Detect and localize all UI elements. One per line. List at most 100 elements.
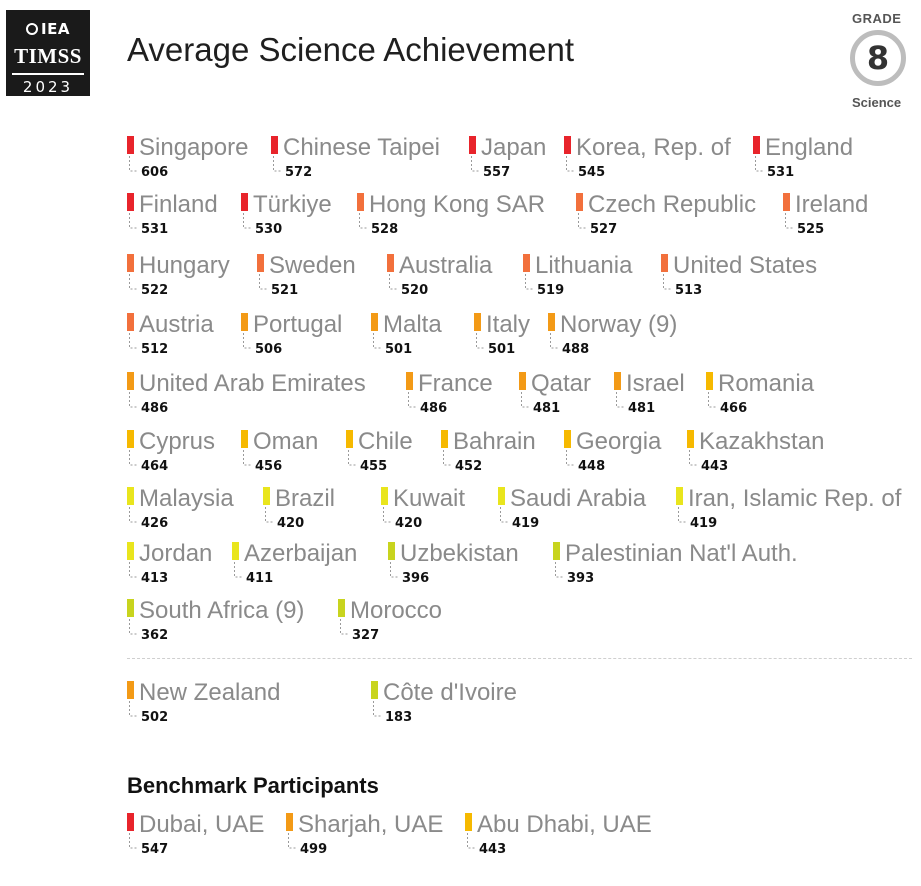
country-entry: Jordan 413 — [127, 540, 212, 586]
value-leader-line — [566, 450, 575, 466]
score-band-marker — [127, 193, 134, 211]
country-name: Austria — [139, 311, 214, 338]
score-value: 531 — [141, 222, 168, 237]
score-value: 420 — [277, 516, 304, 531]
country-name: Cyprus — [139, 428, 215, 455]
country-name: France — [418, 370, 493, 397]
country-name: Ireland — [795, 191, 868, 218]
value-leader-line — [129, 833, 138, 849]
country-entry: Italy 501 — [474, 311, 530, 357]
country-entry: Sweden 521 — [257, 252, 356, 298]
score-band-marker — [346, 430, 353, 448]
country-name: Dubai, UAE — [139, 811, 264, 838]
value-leader-line — [755, 156, 764, 172]
country-name: Jordan — [139, 540, 212, 567]
country-entry: Singapore 606 — [127, 134, 248, 180]
country-entry: Romania 466 — [706, 370, 815, 416]
score-band-marker — [388, 542, 395, 560]
score-band-marker — [661, 254, 668, 272]
score-band-marker — [127, 813, 134, 831]
score-band-marker — [441, 430, 448, 448]
country-name: Malaysia — [139, 485, 234, 512]
country-entry: Georgia 448 — [564, 428, 662, 474]
score-band-marker — [548, 313, 555, 331]
section-divider — [127, 658, 912, 659]
country-name: Hungary — [139, 252, 230, 279]
country-name: Morocco — [350, 597, 442, 624]
country-entry: Portugal 506 — [241, 311, 342, 357]
value-leader-line — [129, 274, 138, 290]
country-name: Australia — [399, 252, 493, 279]
iea-timss-logo: IEA TIMSS 2023 — [6, 10, 90, 96]
value-leader-line — [348, 450, 357, 466]
country-entry: Bahrain 452 — [441, 428, 536, 474]
score-band-marker — [406, 372, 413, 390]
country-entry: Malta 501 — [371, 311, 442, 357]
value-leader-line — [408, 392, 417, 408]
value-leader-line — [525, 274, 534, 290]
score-value: 481 — [628, 401, 655, 416]
country-name: Hong Kong SAR — [369, 191, 545, 218]
country-name: Iran, Islamic Rep. of — [688, 485, 902, 512]
iea-globe-icon — [26, 23, 39, 35]
score-value: 396 — [402, 571, 429, 586]
country-entry: South Africa (9) 362 — [127, 597, 304, 643]
country-entry: Chinese Taipei 572 — [271, 134, 440, 180]
benchmark-heading: Benchmark Participants — [127, 773, 379, 798]
score-band-marker — [676, 487, 683, 505]
score-value: 452 — [455, 459, 482, 474]
value-leader-line — [578, 213, 587, 229]
score-value: 547 — [141, 842, 168, 857]
score-value: 456 — [255, 459, 282, 474]
score-band-marker — [257, 254, 264, 272]
score-band-marker — [127, 487, 134, 505]
country-name: Norway (9) — [560, 311, 677, 338]
value-leader-line — [129, 701, 138, 717]
value-leader-line — [129, 333, 138, 349]
country-name: United States — [673, 252, 817, 279]
score-value: 557 — [483, 165, 510, 180]
value-leader-line — [390, 562, 399, 578]
score-band-marker — [263, 487, 270, 505]
value-leader-line — [471, 156, 480, 172]
score-band-marker — [127, 599, 134, 617]
score-band-marker — [127, 542, 134, 560]
country-name: New Zealand — [139, 679, 280, 706]
country-entry: Morocco 327 — [338, 597, 442, 643]
score-value: 183 — [385, 710, 412, 725]
value-leader-line — [259, 274, 268, 290]
country-name: United Arab Emirates — [139, 370, 366, 397]
value-leader-line — [785, 213, 794, 229]
score-band-marker — [232, 542, 239, 560]
score-band-marker — [553, 542, 560, 560]
country-name: Türkiye — [253, 191, 332, 218]
score-value: 499 — [300, 842, 327, 857]
value-leader-line — [550, 333, 559, 349]
score-value: 455 — [360, 459, 387, 474]
value-leader-line — [288, 833, 297, 849]
country-entry: Azerbaijan 411 — [232, 540, 357, 586]
country-name: Israel — [626, 370, 685, 397]
value-leader-line — [616, 392, 625, 408]
country-entry: Türkiye 530 — [241, 191, 332, 237]
value-leader-line — [500, 507, 509, 523]
score-value: 411 — [246, 571, 273, 586]
value-leader-line — [129, 156, 138, 172]
value-leader-line — [708, 392, 717, 408]
country-name: Korea, Rep. of — [576, 134, 731, 161]
country-name: Qatar — [531, 370, 591, 397]
score-value: 572 — [285, 165, 312, 180]
score-band-marker — [338, 599, 345, 617]
country-entry: Ireland 525 — [783, 191, 868, 237]
country-entry: Palestinian Nat'l Auth. 393 — [553, 540, 798, 586]
country-entry: Japan 557 — [469, 134, 546, 180]
country-entry: Australia 520 — [387, 252, 493, 298]
score-band-marker — [465, 813, 472, 831]
score-value: 426 — [141, 516, 168, 531]
country-entry: Brazil 420 — [263, 485, 335, 531]
country-entry: New Zealand 502 — [127, 679, 280, 725]
country-name: Portugal — [253, 311, 342, 338]
country-name: Saudi Arabia — [510, 485, 647, 512]
country-name: Sweden — [269, 252, 356, 279]
country-entry: Israel 481 — [614, 370, 685, 416]
